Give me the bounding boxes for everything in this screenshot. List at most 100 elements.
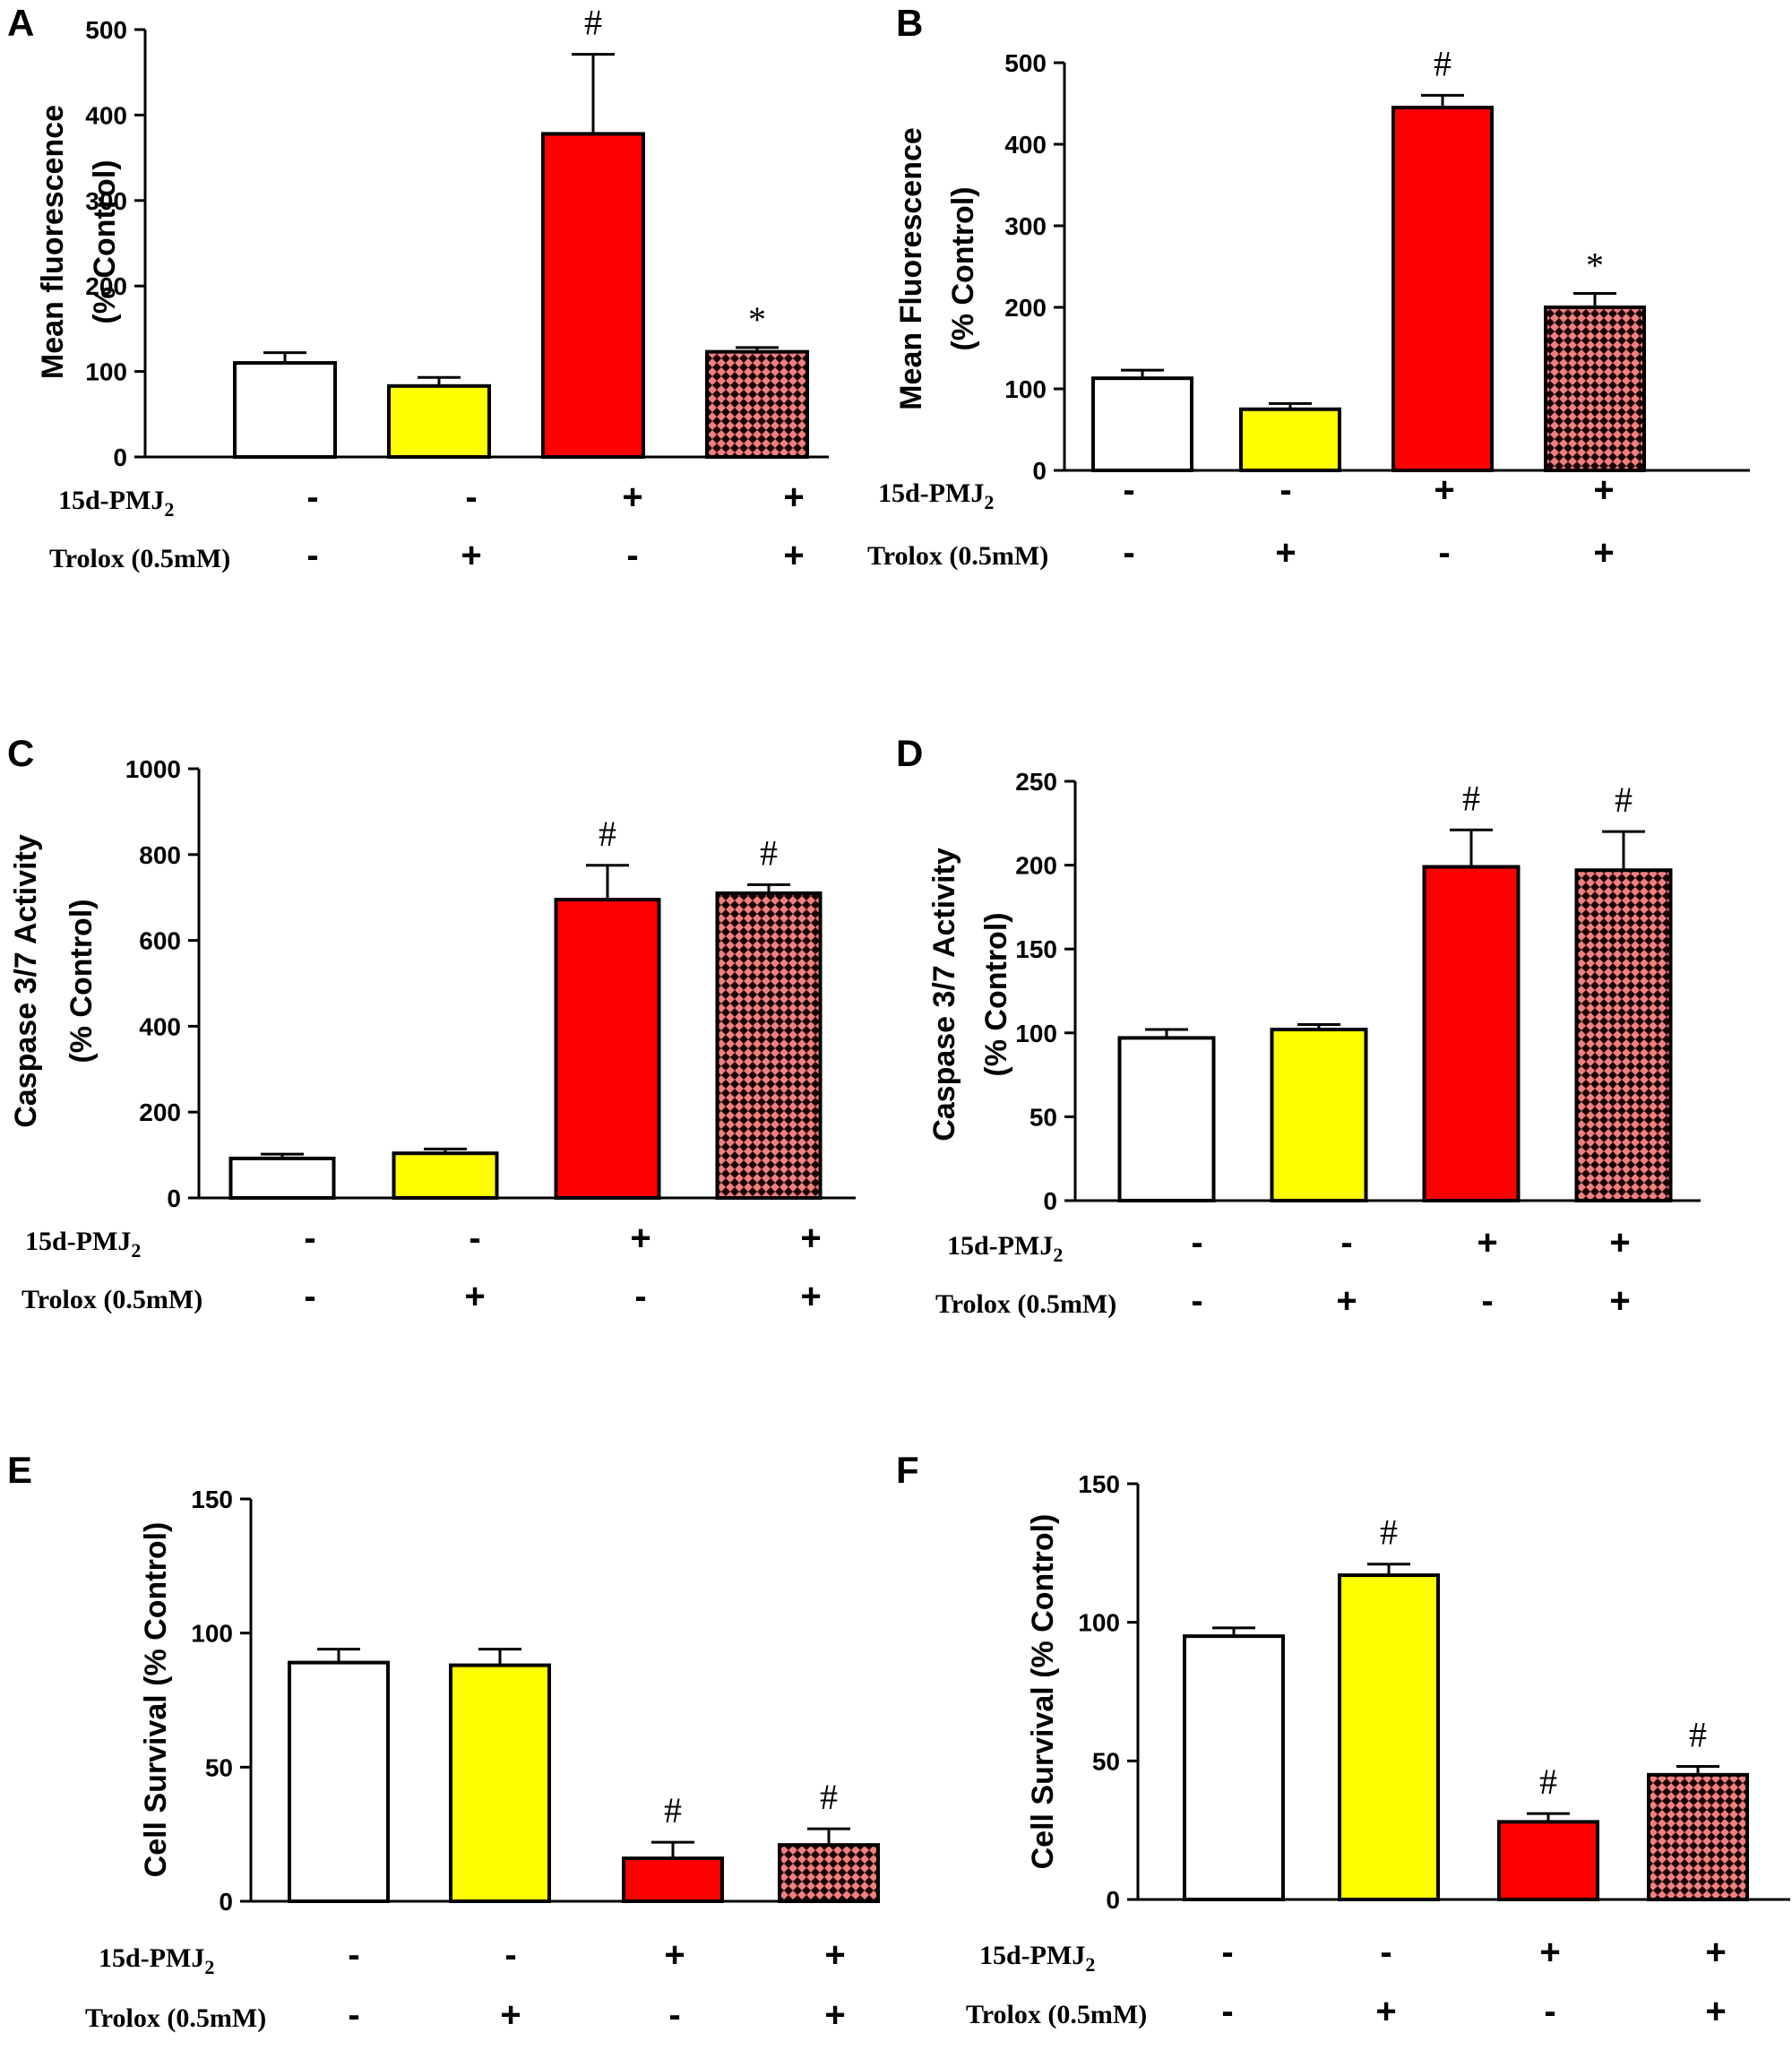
panel-d: D 0 50 100 150 200 250 Caspase 3/7 Activity (% C… [896,732,1701,1321]
y-axis-label: (% Control) [979,912,1013,1076]
row-label-15d-pmj2-subscript: 2 [204,1956,214,1978]
sign-trolox: - [668,1995,680,2035]
y-tick-label: 150 [1015,935,1057,963]
y-tick-label: 1000 [125,755,181,783]
row-label-15d-pmj2: 15d-PMJ2 [58,486,174,521]
y-tick-label: 150 [1078,1470,1120,1498]
panel-e: E 0 50 100 150 Cell Survival (% Control) # #15d… [7,1449,880,2035]
sign-15d-pmj2: - [1279,470,1291,510]
significance-hash: # [599,814,616,854]
y-axis-label: (% Control) [88,159,122,323]
y-axis-label: (% Control) [65,899,99,1063]
bar-15d-pmj2 [622,1856,724,1904]
y-tick-label: 600 [139,927,181,955]
sign-15d-pmj2: - [469,1219,480,1258]
bar-control [233,361,337,459]
row-label-trolox: Trolox (0.5mM) [49,544,230,573]
y-tick-label: 400 [85,101,127,129]
panel-a: A 0 100 200 300 400 500 Mean fluorescence (% Con… [7,2,829,575]
panel-letter: D [896,732,923,774]
significance-hash: # [1689,1715,1707,1755]
row-label-15d-pmj2: 15d-PMJ2 [947,1231,1063,1266]
y-tick-label: 300 [1004,212,1047,240]
significance-hash: # [1380,1512,1398,1553]
sign-15d-pmj2: - [1123,470,1134,510]
y-tick-label: 50 [205,1753,233,1781]
sign-trolox: + [1593,533,1614,573]
row-label-trolox: Trolox (0.5mM) [966,2000,1147,2029]
y-tick-label: 0 [167,1184,181,1212]
sign-trolox: - [1544,1992,1555,2031]
row-label-15d-pmj2-text: 15d-PMJ [878,478,984,508]
row-label-15d-pmj2-text: 15d-PMJ [99,1943,204,1973]
sign-trolox: + [824,1995,845,2035]
panel-letter: B [896,2,923,44]
bar-control [228,1156,336,1201]
significance-hash: # [1539,1761,1557,1802]
bar-15d-pmj2-trolox [1574,868,1673,1202]
sign-15d-pmj2: + [1593,470,1614,510]
row-label-15d-pmj2-subscript: 2 [131,1239,141,1262]
y-tick-label: 250 [1015,768,1057,796]
sign-trolox: - [634,1277,646,1316]
bar-15d-pmj2-trolox [1647,1772,1749,1902]
sign-trolox: - [626,536,638,575]
sign-15d-pmj2: - [465,478,477,517]
sign-trolox: + [783,536,804,575]
row-label-trolox: Trolox (0.5mM) [85,2003,266,2033]
row-label-15d-pmj2-subscript: 2 [1053,1244,1063,1266]
sign-15d-pmj2: + [1477,1223,1497,1262]
sign-15d-pmj2: - [304,1219,315,1258]
bar-trolox [1239,407,1341,472]
sign-15d-pmj2: - [1191,1223,1202,1262]
sign-trolox: - [306,536,318,575]
row-label-trolox: Trolox (0.5mM) [867,541,1048,571]
y-tick-label: 800 [139,841,181,869]
row-label-15d-pmj2-text: 15d-PMJ [979,1941,1085,1970]
sign-15d-pmj2: - [306,478,318,517]
y-tick-label: 0 [1043,1187,1057,1215]
sign-15d-pmj2: + [1609,1223,1630,1262]
bar-15d-pmj2-trolox [715,891,823,1200]
significance-star: * [748,299,766,340]
y-tick-label: 500 [1004,49,1047,77]
sign-trolox: - [304,1277,315,1316]
y-tick-label: 0 [1106,1886,1120,1914]
sign-trolox: - [1221,1992,1233,2031]
panel-letter: E [7,1449,32,1491]
sign-15d-pmj2: + [783,478,804,517]
panel-letter: C [7,732,34,774]
row-label-15d-pmj2-text: 15d-PMJ [58,486,164,515]
y-tick-label: 300 [85,187,127,215]
panel-letter: F [896,1449,919,1491]
sign-15d-pmj2: - [348,1935,359,1975]
row-label-15d-pmj2-text: 15d-PMJ [947,1231,1053,1261]
bar-trolox [449,1663,551,1903]
sign-15d-pmj2: + [1434,470,1454,510]
significance-hash: # [1615,780,1633,820]
sign-15d-pmj2: - [1221,1933,1233,1972]
y-tick-label: 200 [85,272,127,300]
row-label-trolox: Trolox (0.5mM) [935,1289,1116,1319]
sign-15d-pmj2: + [622,478,642,517]
bar-15d-pmj2 [1497,1820,1599,1902]
row-label-trolox: Trolox (0.5mM) [22,1285,202,1314]
y-tick-label: 0 [1032,457,1047,485]
y-tick-label: 50 [1092,1747,1120,1775]
y-tick-label: 200 [1004,294,1047,322]
y-tick-label: 400 [139,1012,181,1040]
bar-trolox [387,383,491,459]
bar-15d-pmj2 [1391,106,1494,473]
panel-c: C 0 200 400 600 800 1000 Caspase 3/7 Activity (%… [7,732,856,1316]
bar-control [288,1660,390,1904]
row-label-15d-pmj2: 15d-PMJ2 [99,1943,214,1978]
bar-control [1091,376,1193,473]
row-label-15d-pmj2-subscript: 2 [1085,1953,1095,1976]
panel-letter: A [7,2,34,44]
y-tick-label: 100 [1078,1609,1120,1637]
bar-15d-pmj2 [541,132,645,459]
y-axis-label: Mean fluorescence [36,105,70,379]
row-label-15d-pmj2: 15d-PMJ2 [979,1941,1095,1976]
sign-15d-pmj2: + [1705,1933,1726,1972]
sign-15d-pmj2: + [824,1935,845,1975]
